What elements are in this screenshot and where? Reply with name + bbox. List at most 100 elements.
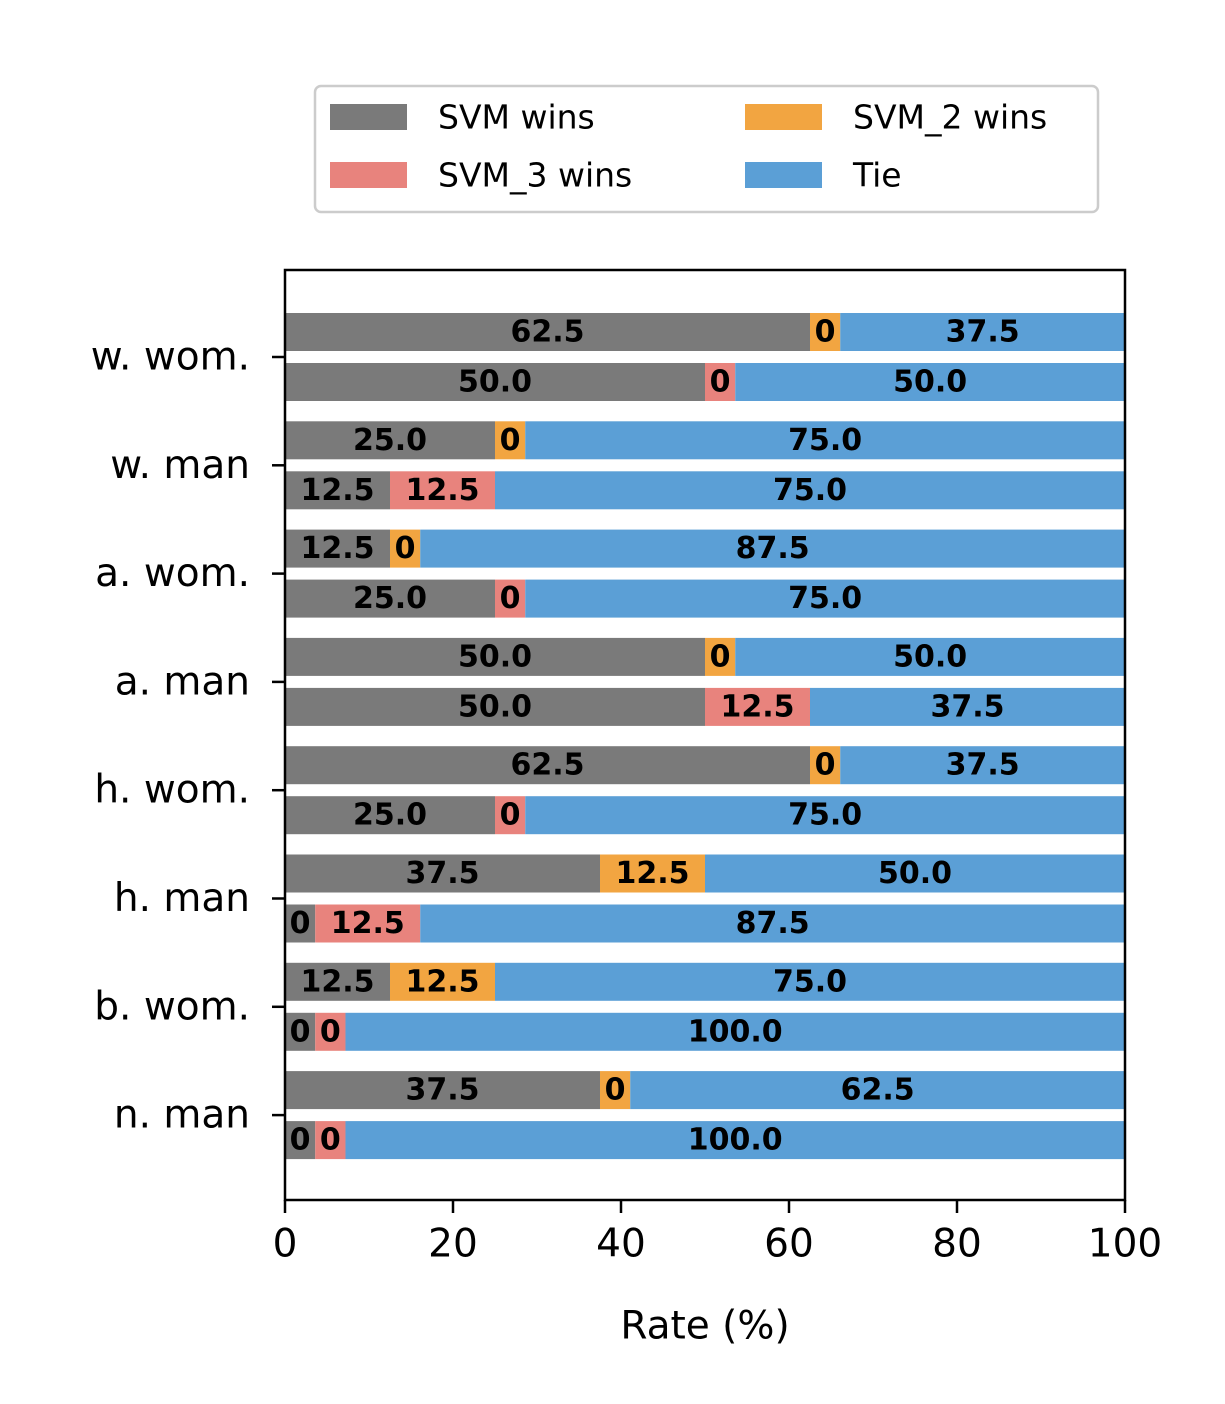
- bar-segment-h-man-lower-tie: [420, 904, 1125, 943]
- bar-label-a-wom-upper-tie: 87.5: [736, 531, 810, 566]
- bar-label-h-man-lower-svm-wins: 0: [290, 906, 311, 941]
- bar-segment-w-wom-upper-svm-2-wins: [810, 313, 841, 351]
- bar-segment-a-man-lower-svm-3-wins: [705, 687, 810, 726]
- bar-segment-n-man-lower-svm-wins: [285, 1121, 316, 1160]
- bar-segment-h-wom-upper-svm-2-wins: [810, 746, 841, 785]
- bar-label-h-wom-lower-tie: 75.0: [788, 798, 862, 833]
- bar-segment-n-man-lower-tie: [345, 1121, 1126, 1160]
- bar-label-h-wom-lower-svm-3-wins: 0: [500, 798, 521, 833]
- bar-label-a-man-upper-svm-wins: 50.0: [458, 639, 532, 674]
- bar-label-b-wom-upper-svm-wins: 12.5: [300, 964, 374, 999]
- bar-label-h-wom-upper-svm-wins: 62.5: [510, 748, 584, 783]
- bar-segment-n-man-upper-svm-wins: [285, 1071, 600, 1110]
- bar-label-w-man-upper-svm-2-wins: 0: [500, 423, 521, 458]
- bar-label-w-wom-upper-svm-wins: 62.5: [510, 315, 584, 350]
- bar-segment-a-man-lower-svm-wins: [285, 687, 705, 726]
- bar-label-h-man-upper-svm-2-wins: 12.5: [615, 856, 689, 891]
- bar-label-h-wom-upper-svm-2-wins: 0: [815, 748, 836, 783]
- bar-label-h-man-lower-svm-3-wins: 12.5: [331, 906, 405, 941]
- bar-label-n-man-upper-svm-wins: 37.5: [405, 1073, 479, 1108]
- bar-label-a-wom-lower-tie: 75.0: [788, 581, 862, 616]
- x-axis-label: Rate (%): [620, 1304, 789, 1349]
- legend-swatch-svm-2-wins: [745, 104, 822, 130]
- bar-label-h-man-upper-svm-wins: 37.5: [405, 856, 479, 891]
- legend-swatch-svm-wins: [330, 104, 407, 130]
- bar-segment-a-wom-lower-tie: [525, 579, 1125, 618]
- x-tick-label-100: 100: [1088, 1222, 1162, 1267]
- bar-segment-h-wom-lower-svm-wins: [285, 796, 495, 835]
- bar-segment-w-man-upper-tie: [525, 421, 1125, 460]
- bar-segment-w-man-upper-svm-2-wins: [495, 421, 526, 460]
- bar-segment-h-man-lower-svm-3-wins: [315, 904, 421, 943]
- bar-segment-h-man-lower-svm-wins: [285, 904, 316, 943]
- bar-segment-w-man-lower-tie: [495, 471, 1125, 510]
- legend: SVM wins SVM_3 wins SVM_2 wins Tie: [313, 84, 1100, 214]
- bar-label-w-man-lower-svm-3-wins: 12.5: [405, 473, 479, 508]
- bar-segment-h-man-upper-svm-wins: [285, 854, 600, 893]
- bar-label-w-wom-lower-svm-3-wins: 0: [710, 365, 731, 400]
- bar-label-w-man-upper-tie: 75.0: [788, 423, 862, 458]
- bar-label-n-man-lower-tie: 100.0: [688, 1123, 783, 1158]
- legend-box: [313, 84, 1100, 214]
- bar-label-n-man-lower-svm-3-wins: 0: [320, 1123, 341, 1158]
- bar-segment-a-man-upper-tie: [735, 637, 1125, 676]
- bar-label-w-man-upper-svm-wins: 25.0: [353, 423, 427, 458]
- bar-segment-b-wom-lower-svm-3-wins: [315, 1012, 346, 1051]
- plot-frame: [283, 268, 1127, 1202]
- bar-segment-a-wom-lower-svm-3-wins: [495, 579, 526, 618]
- bar-segment-w-wom-lower-svm-3-wins: [705, 363, 736, 401]
- bar-label-a-man-upper-tie: 50.0: [893, 639, 967, 674]
- bar-segment-a-man-upper-svm-wins: [285, 637, 705, 676]
- axes: w. wom. w. man a. wom. a. man h. wom. h. man b…: [91, 268, 1162, 1349]
- bar-segment-n-man-lower-svm-3-wins: [315, 1121, 346, 1160]
- bar-label-n-man-lower-svm-wins: 0: [290, 1123, 311, 1158]
- bar-label-n-man-upper-tie: 62.5: [841, 1073, 915, 1108]
- bar-label-w-man-lower-tie: 75.0: [773, 473, 847, 508]
- bar-segment-w-man-lower-svm-3-wins: [390, 471, 495, 510]
- legend-label-tie: Tie: [852, 156, 902, 195]
- bar-label-w-wom-upper-tie: 37.5: [946, 315, 1020, 350]
- bar-labels: 62.5 0 37.550.0 0 50.025.0 0 75.012.5 12.5 75.01…: [290, 315, 1020, 1158]
- bar-segment-w-man-lower-svm-wins: [285, 471, 390, 510]
- bar-label-b-wom-upper-svm-2-wins: 12.5: [405, 964, 479, 999]
- x-tick-label-0: 0: [273, 1222, 298, 1267]
- bar-label-n-man-upper-svm-2-wins: 0: [605, 1073, 626, 1108]
- legend-label-svm-3-wins: SVM_3 wins: [438, 156, 632, 195]
- bar-label-a-man-lower-tie: 37.5: [930, 689, 1004, 724]
- y-tick-label-h-man: h. man: [114, 876, 250, 921]
- x-tick-label-40: 40: [596, 1222, 646, 1267]
- bar-segment-w-wom-upper-svm-wins: [285, 313, 810, 351]
- bar-label-a-man-upper-svm-2-wins: 0: [710, 639, 731, 674]
- bar-segment-w-man-upper-svm-wins: [285, 421, 495, 460]
- legend-label-svm-wins: SVM wins: [438, 98, 595, 137]
- bar-label-h-wom-lower-svm-wins: 25.0: [353, 798, 427, 833]
- bar-label-w-man-lower-svm-wins: 12.5: [300, 473, 374, 508]
- bar-label-a-wom-lower-svm-3-wins: 0: [500, 581, 521, 616]
- y-tick-label-n-man: n. man: [114, 1093, 250, 1138]
- bar-segment-a-man-lower-tie: [810, 687, 1125, 726]
- bar-segment-w-wom-lower-svm-wins: [285, 363, 705, 401]
- bar-segment-w-wom-lower-tie: [735, 363, 1125, 401]
- bar-segment-b-wom-lower-svm-wins: [285, 1012, 316, 1051]
- bar-segment-h-wom-upper-svm-wins: [285, 746, 810, 785]
- bar-label-w-wom-upper-svm-2-wins: 0: [815, 315, 836, 350]
- bar-segment-h-man-upper-svm-2-wins: [600, 854, 705, 893]
- bar-label-a-man-lower-svm-3-wins: 12.5: [720, 689, 794, 724]
- bar-label-a-man-lower-svm-wins: 50.0: [458, 689, 532, 724]
- x-tick-label-60: 60: [764, 1222, 814, 1267]
- bar-label-b-wom-upper-tie: 75.0: [773, 964, 847, 999]
- bar-segment-w-wom-upper-tie: [840, 313, 1125, 351]
- bar-segment-a-man-upper-svm-2-wins: [705, 637, 736, 676]
- y-tick-label-a-man: a. man: [115, 659, 250, 704]
- bar-segment-b-wom-upper-svm-wins: [285, 962, 390, 1001]
- bar-label-a-wom-lower-svm-wins: 25.0: [353, 581, 427, 616]
- bar-segment-h-wom-lower-svm-3-wins: [495, 796, 526, 835]
- bar-segment-h-man-upper-tie: [705, 854, 1125, 893]
- bar-segment-n-man-upper-tie: [630, 1071, 1125, 1110]
- bar-label-w-wom-lower-svm-wins: 50.0: [458, 365, 532, 400]
- legend-label-svm-2-wins: SVM_2 wins: [853, 98, 1047, 137]
- bar-label-b-wom-lower-svm-wins: 0: [290, 1014, 311, 1049]
- bar-segment-a-wom-upper-tie: [420, 529, 1125, 568]
- y-tick-label-w-man: w. man: [110, 443, 250, 488]
